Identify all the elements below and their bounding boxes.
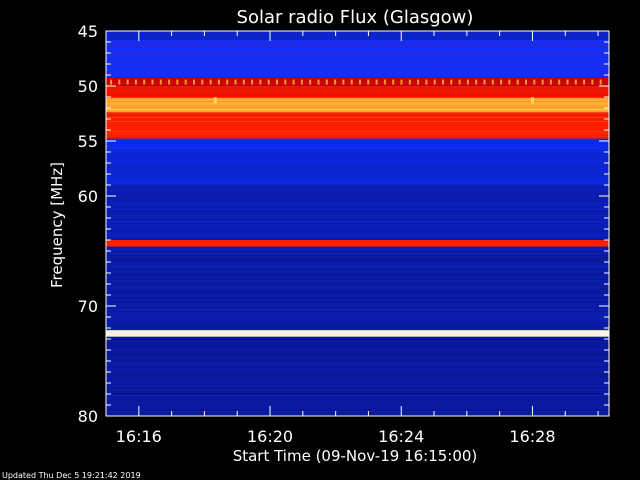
x-tick-label: 16:24 [378,427,424,446]
spectrum-band-8 [106,185,609,240]
interference-spikes [110,79,602,85]
y-axis-label: Frequency [MHz] [48,162,66,288]
spectrum-band-12 [106,336,609,416]
channel-texture [106,31,609,416]
y-tick-label: 60 [78,187,98,206]
spectrum-band-6 [106,138,609,150]
updated-timestamp: Updated Thu Dec 5 19:21:42 2019 [2,471,141,480]
spectrum-band-10 [106,246,609,331]
y-tick-label: 45 [78,22,98,41]
plot-frame [105,30,610,417]
x-tick-label: 16:16 [116,427,162,446]
y-tick-label: 55 [78,132,98,151]
y-tick-label: 70 [78,297,98,316]
x-tick-label: 16:20 [247,427,293,446]
plot-area [106,31,609,416]
x-tick-label: 16:28 [509,427,555,446]
x-axis-ticks: 16:16 16:20 16:24 16:28 [105,31,599,446]
y-axis-ticks: 45 50 55 60 70 80 [78,22,609,426]
spectrum-band-1 [106,39,609,78]
burst-marker [530,97,534,104]
y-tick-label: 80 [78,407,98,426]
x-axis-label: Start Time (09-Nov-19 16:15:00) [233,447,478,465]
burst-marker [213,97,217,104]
chart-title: Solar radio Flux (Glasgow) [237,7,474,28]
y-tick-label: 50 [78,77,98,96]
